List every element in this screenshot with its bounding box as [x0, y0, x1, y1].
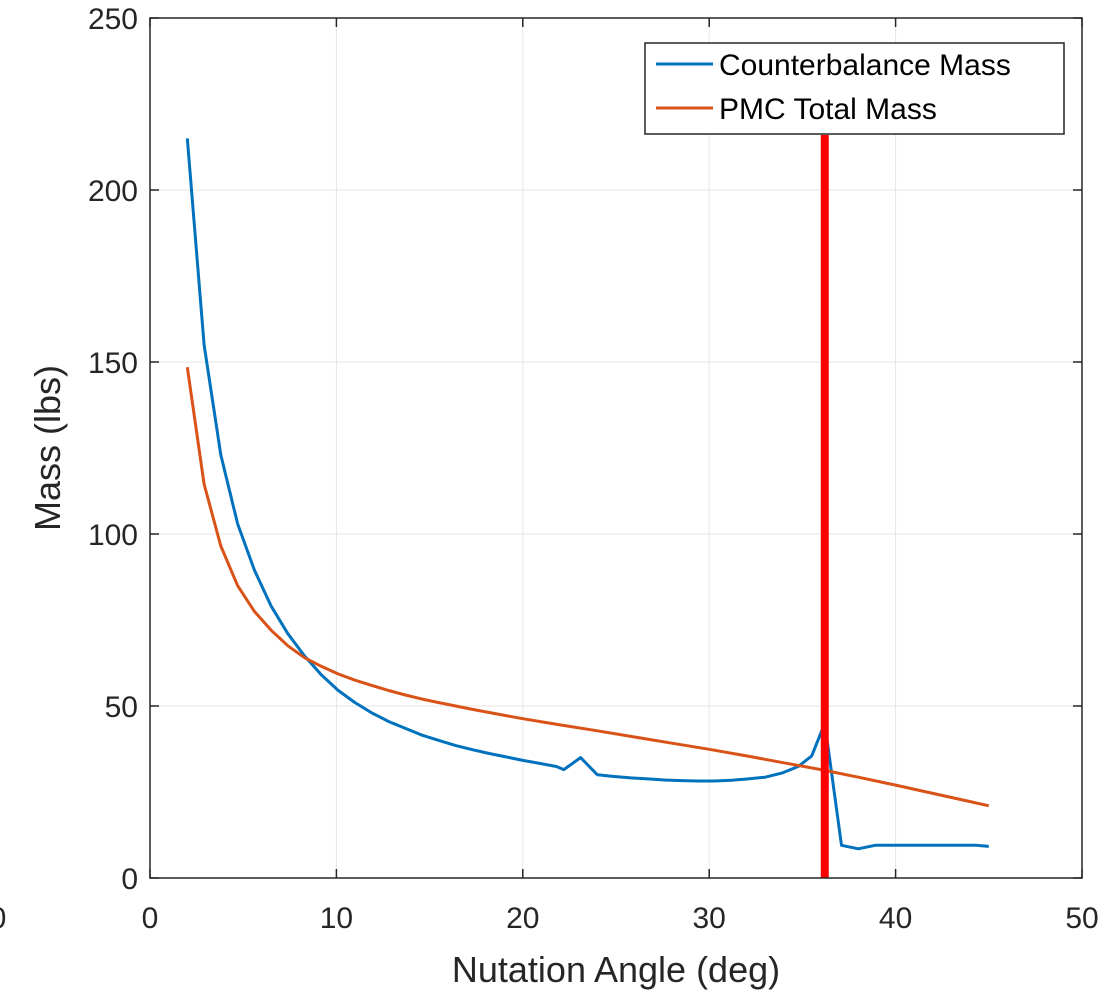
- x-tick-label: 10: [320, 902, 353, 935]
- legend-entry-pmc-total-mass: PMC Total Mass: [719, 93, 937, 126]
- y-tick-label: 200: [88, 175, 138, 208]
- plot-background: [150, 18, 1082, 878]
- x-tick-label: 20: [506, 902, 539, 935]
- series-group: [185, 134, 990, 878]
- x-tick-label: 30: [693, 902, 726, 935]
- grid: [149, 17, 1083, 879]
- extra-x-tick-label: 0: [0, 902, 6, 935]
- x-axis-label: Nutation Angle (deg): [452, 949, 780, 990]
- y-tick-label: 150: [88, 347, 138, 380]
- series-line-pmc-total-mass: [185, 366, 990, 808]
- legend-box: [644, 42, 1065, 135]
- legend: Counterbalance Mass PMC Total Mass: [644, 42, 1065, 135]
- x-tick-label: 40: [879, 902, 912, 935]
- y-tick-label: 100: [88, 519, 138, 552]
- tick-labels: 0 10 20 30 40 50 0 50 100 150 200 250: [88, 3, 1099, 935]
- series-line-counterbalance-mass: [185, 138, 989, 851]
- axes-box: [149, 17, 1083, 879]
- legend-entry-counterbalance-mass: Counterbalance Mass: [719, 49, 1011, 82]
- y-tick-label: 250: [88, 3, 138, 36]
- x-tick-label: 0: [142, 902, 159, 935]
- y-axis-label: Mass (lbs): [27, 365, 68, 531]
- y-tick-label: 0: [121, 863, 138, 896]
- x-tick-label: 50: [1065, 902, 1098, 935]
- y-tick-label: 50: [105, 691, 138, 724]
